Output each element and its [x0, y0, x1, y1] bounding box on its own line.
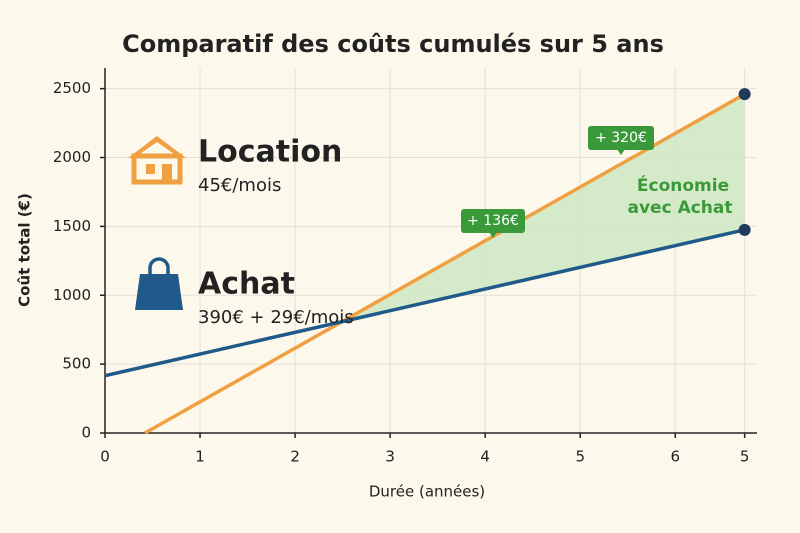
annotation: avec Achat [627, 198, 732, 218]
annotation-pointer [489, 232, 497, 238]
legend: Location 45€/mois Achat 390€ + 29€/mois [128, 135, 354, 328]
x-tick-label: 4 [480, 448, 490, 466]
plot [104, 88, 751, 435]
bag-icon [135, 257, 183, 310]
end-marker [738, 88, 751, 101]
annotation: Économie [637, 174, 729, 196]
annotation-badge [588, 126, 654, 150]
x-axis-label: Durée (années) [369, 483, 485, 501]
x-tick-label: 2 [290, 448, 300, 466]
series-line [144, 92, 746, 435]
x-tick-label: 6 [670, 448, 680, 466]
y-tick-label: 0 [81, 424, 91, 442]
y-tick-label: 2500 [53, 79, 91, 97]
x-tick-label: 1 [195, 448, 205, 466]
y-tick-label: 1500 [53, 217, 91, 235]
house-icon [128, 136, 186, 185]
annotation: + 320€ [595, 130, 647, 146]
y-axis-label: Coût total (€) [16, 193, 34, 307]
chart-title: Comparatif des coûts cumulés sur 5 ans [122, 30, 664, 58]
x-tick-label: 0 [100, 448, 110, 466]
y-tick-label: 2000 [53, 148, 91, 166]
legend-subtitle: 390€ + 29€/mois [198, 307, 354, 328]
series-line [104, 228, 746, 378]
annotation: + 136€ [467, 213, 519, 229]
legend-subtitle: 45€/mois [198, 175, 281, 196]
legend-label: Achat [198, 267, 295, 302]
legend-label: Location [198, 135, 342, 170]
annotation-pointer [617, 149, 625, 155]
annotation-badge [461, 209, 525, 233]
x-tick-label: 3 [385, 448, 395, 466]
x-tick-label: 5 [740, 448, 750, 466]
x-tick-label: 5 [575, 448, 585, 466]
y-tick-label: 1000 [53, 286, 91, 304]
end-marker [738, 223, 751, 236]
y-tick-label: 500 [62, 355, 91, 373]
